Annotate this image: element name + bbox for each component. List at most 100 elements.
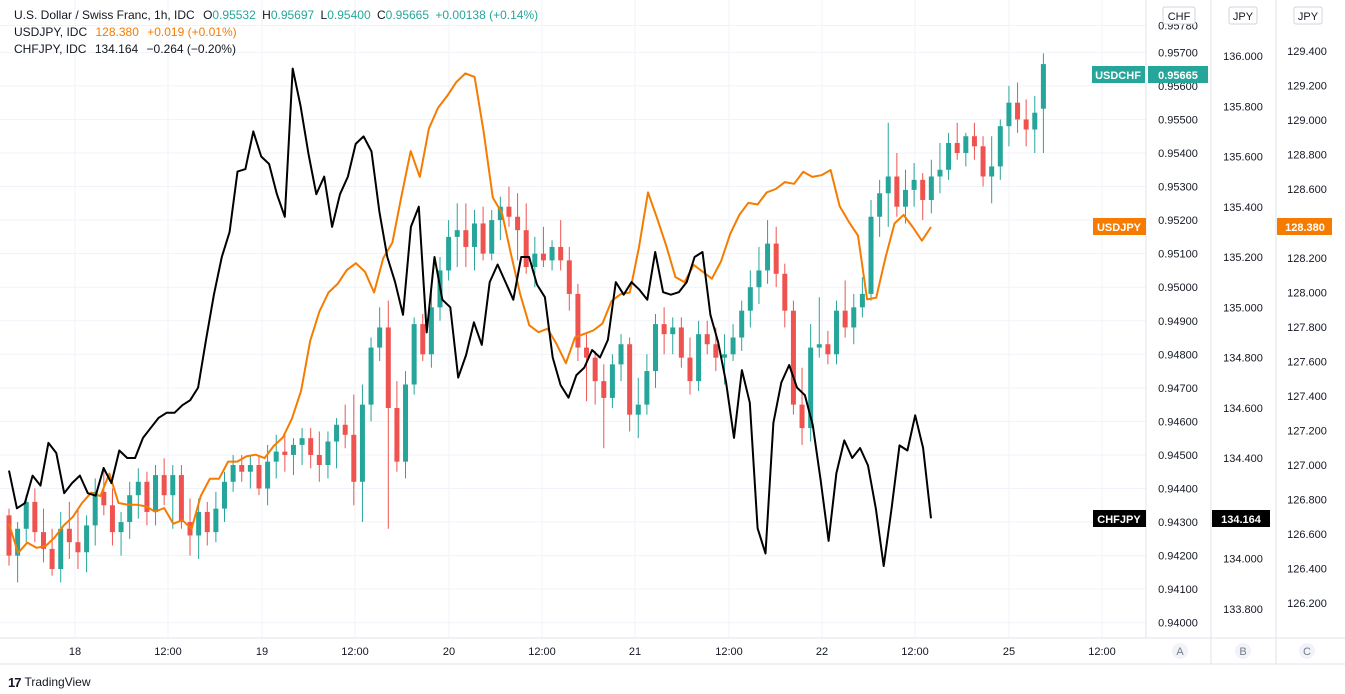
candle-body	[523, 230, 529, 268]
candle-body	[342, 424, 348, 435]
scale-tab-jpy-c[interactable]: JPY	[1293, 6, 1323, 25]
candle-body	[411, 324, 417, 385]
time-tick-label: 12:00	[1088, 646, 1116, 658]
tradingview-watermark[interactable]: 17 TradingView	[8, 673, 91, 691]
candle	[661, 307, 667, 355]
tradingview-brand: TradingView	[24, 675, 91, 689]
candle	[273, 434, 279, 479]
candle	[411, 317, 417, 395]
candle	[868, 199, 874, 301]
candle	[592, 350, 598, 405]
usdchf-price-label: USDCHF 0.95665	[1092, 66, 1208, 83]
candle	[911, 163, 917, 207]
candle-body	[1040, 64, 1046, 109]
candle-body	[851, 307, 857, 328]
axis-b-tick-label: 136.000	[1223, 51, 1263, 63]
usdchf-candles	[6, 53, 1046, 583]
scale-letter-b[interactable]: B	[1235, 643, 1251, 659]
candle-body	[58, 528, 64, 570]
candle-body	[825, 344, 831, 355]
time-axis[interactable]: 18 12:00 19 12:00 20 12:00 21 12:00 22 12:00 25 12:…	[69, 646, 1116, 658]
scale-tab-jpy-b-label: JPY	[1233, 11, 1254, 23]
candle-body	[868, 216, 874, 294]
axis-c-tick-label: 127.600	[1287, 357, 1327, 369]
candle	[644, 354, 650, 415]
scale-letter-a-text: A	[1176, 646, 1184, 658]
scale-tab-jpy-b[interactable]: JPY	[1228, 6, 1258, 25]
candle	[118, 511, 124, 556]
scale-letter-c[interactable]: C	[1299, 643, 1315, 659]
candle-body	[877, 193, 883, 217]
candle	[359, 384, 365, 523]
candle	[989, 136, 995, 204]
candle	[618, 334, 624, 382]
candle-body	[971, 136, 977, 147]
candle	[627, 337, 633, 432]
time-tick-label: 18	[69, 646, 81, 658]
candle	[109, 488, 115, 546]
candle	[153, 465, 159, 526]
candle	[971, 122, 977, 160]
price-axis-jpy-c[interactable]: 129.400129.200129.000128.800128.600128.4…	[1287, 46, 1327, 610]
axis-a-tick-label: 0.94900	[1158, 316, 1198, 328]
candle-body	[584, 347, 590, 358]
time-tick-label: 19	[256, 646, 268, 658]
legend-main-row[interactable]: U.S. Dollar / Swiss Franc, 1h, IDC O0.95…	[14, 7, 543, 24]
candle-body	[446, 236, 452, 271]
price-axis-chf[interactable]: 0.957800.957000.956000.955000.954000.953…	[1158, 21, 1198, 630]
legend-chfjpy-row[interactable]: CHFJPY, IDC 134.164 −0.264 (−0.20%)	[14, 41, 543, 58]
axis-a-tick-label: 0.94300	[1158, 517, 1198, 529]
legend-usdjpy-row[interactable]: USDJPY, IDC 128.380 +0.019 (+0.01%)	[14, 24, 543, 41]
candle-body	[49, 548, 55, 570]
candle-body	[661, 324, 667, 335]
candle-body	[385, 327, 391, 408]
price-axis-jpy-b[interactable]: 136.000 135.800 135.600 135.400 135.200 135.0…	[1223, 51, 1263, 616]
candle	[902, 169, 908, 224]
candle	[859, 277, 865, 318]
candle-body	[480, 223, 486, 254]
axis-c-tick-label: 129.200	[1287, 81, 1327, 93]
candle-body	[1015, 102, 1021, 120]
candle	[808, 324, 814, 442]
axis-c-tick-label: 128.800	[1287, 150, 1327, 162]
scale-letter-b-text: B	[1239, 646, 1246, 658]
candle-body	[816, 344, 822, 348]
candle	[540, 226, 546, 268]
candle	[101, 468, 107, 516]
candle	[834, 300, 840, 365]
candle-body	[946, 142, 952, 170]
usdjpy-line	[8, 72, 932, 554]
candle-body	[351, 434, 357, 482]
scale-letter-a[interactable]: A	[1172, 643, 1188, 659]
legend-usdjpy-value: 128.380	[95, 25, 139, 39]
candle-body	[290, 444, 296, 455]
usdjpy-price-label-value: 128.380	[1285, 222, 1325, 234]
candle	[84, 515, 90, 573]
axis-a-tick-label: 0.95300	[1158, 182, 1198, 194]
legend-chfjpy-name: CHFJPY, IDC	[14, 42, 87, 56]
candle-body	[799, 404, 805, 429]
candle	[1040, 53, 1046, 153]
candle-body	[721, 354, 727, 358]
candle	[66, 501, 72, 559]
candle	[653, 314, 658, 388]
legend-h-value: 0.95697	[270, 8, 315, 22]
candle	[127, 481, 133, 539]
candle	[6, 508, 12, 566]
candle-body	[928, 176, 934, 200]
candle-body	[937, 169, 943, 177]
candle-body	[230, 465, 236, 482]
candle	[1032, 95, 1038, 153]
scale-tab-chf[interactable]: CHF	[1162, 6, 1196, 25]
candle	[342, 404, 348, 449]
candle-body	[334, 424, 340, 442]
candle-body	[1032, 112, 1038, 130]
candle-body	[859, 293, 865, 308]
candle	[213, 491, 219, 543]
chfjpy-price-label-name: CHFJPY	[1097, 514, 1141, 526]
candle	[32, 488, 38, 543]
candle-body	[118, 522, 124, 533]
candle	[282, 434, 288, 472]
candle	[385, 300, 391, 529]
